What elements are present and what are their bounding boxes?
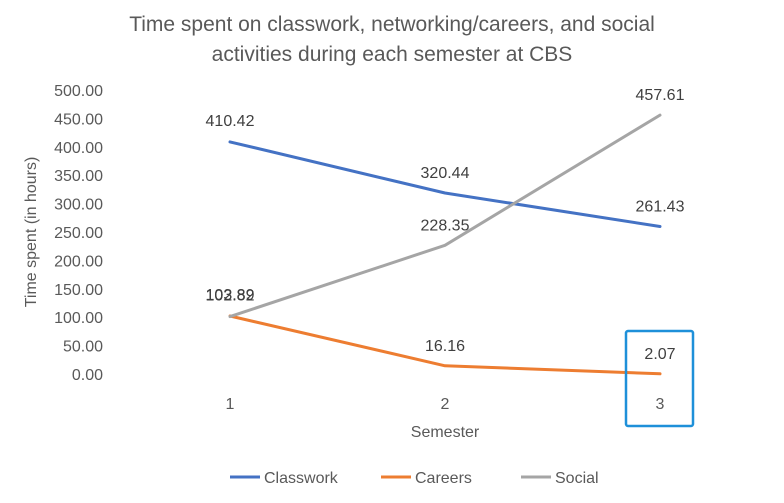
chart-title-line-2: activities during each semester at CBS [212, 43, 573, 66]
legend-item-careers: Careers [381, 470, 472, 487]
data-label-social: 102.82 [206, 288, 255, 305]
legend-label-careers: Careers [415, 470, 472, 487]
x-tick-label: 2 [441, 396, 450, 413]
y-tick-label: 200.00 [54, 253, 103, 270]
highlight-rectangle [624, 329, 695, 428]
series-line-classwork [228, 140, 662, 228]
chart-title-line-1: Time spent on classwork, networking/care… [129, 13, 655, 36]
data-label-social: 228.35 [421, 217, 470, 234]
y-tick-label: 250.00 [54, 225, 103, 242]
legend: Classwork Careers Social [230, 470, 599, 487]
x-axis: 1 2 3 [226, 396, 665, 413]
y-tick-label: 50.00 [63, 339, 103, 356]
y-axis-title: Time spent (in hours) [23, 157, 40, 308]
y-tick-label: 0.00 [72, 367, 103, 384]
y-tick-label: 400.00 [54, 140, 103, 157]
y-tick-label: 150.00 [54, 282, 103, 299]
x-tick-label: 3 [656, 396, 665, 413]
x-axis-title: Semester [411, 424, 480, 441]
highlight-box [624, 329, 695, 428]
data-label-careers: 16.16 [425, 338, 465, 355]
y-axis: 0.00 50.00 100.00 150.00 200.00 250.00 300.00 3… [54, 83, 103, 384]
chart-title: Time spent on classwork, networking/care… [129, 13, 655, 66]
y-tick-label: 350.00 [54, 168, 103, 185]
legend-item-classwork: Classwork [230, 470, 339, 487]
series-lines [228, 113, 662, 376]
data-label-classwork: 320.44 [421, 165, 470, 182]
legend-item-social: Social [521, 470, 599, 487]
series-line-social [228, 113, 662, 319]
y-tick-label: 300.00 [54, 197, 103, 214]
data-label-careers: 2.07 [644, 346, 675, 363]
legend-label-social: Social [555, 470, 599, 487]
data-label-social: 457.61 [636, 87, 685, 104]
y-tick-label: 450.00 [54, 111, 103, 128]
data-label-careers: 103.89 [206, 287, 255, 304]
legend-label-classwork: Classwork [264, 470, 339, 487]
data-label-classwork: 410.42 [206, 113, 255, 130]
y-tick-label: 500.00 [54, 83, 103, 100]
x-tick-label: 1 [226, 396, 235, 413]
data-label-classwork: 261.43 [636, 199, 685, 216]
series-line-careers [228, 314, 662, 376]
data-labels: 410.42 320.44 261.43 103.89 16.16 2.07 102.82 2… [206, 87, 685, 363]
y-tick-label: 100.00 [54, 310, 103, 327]
